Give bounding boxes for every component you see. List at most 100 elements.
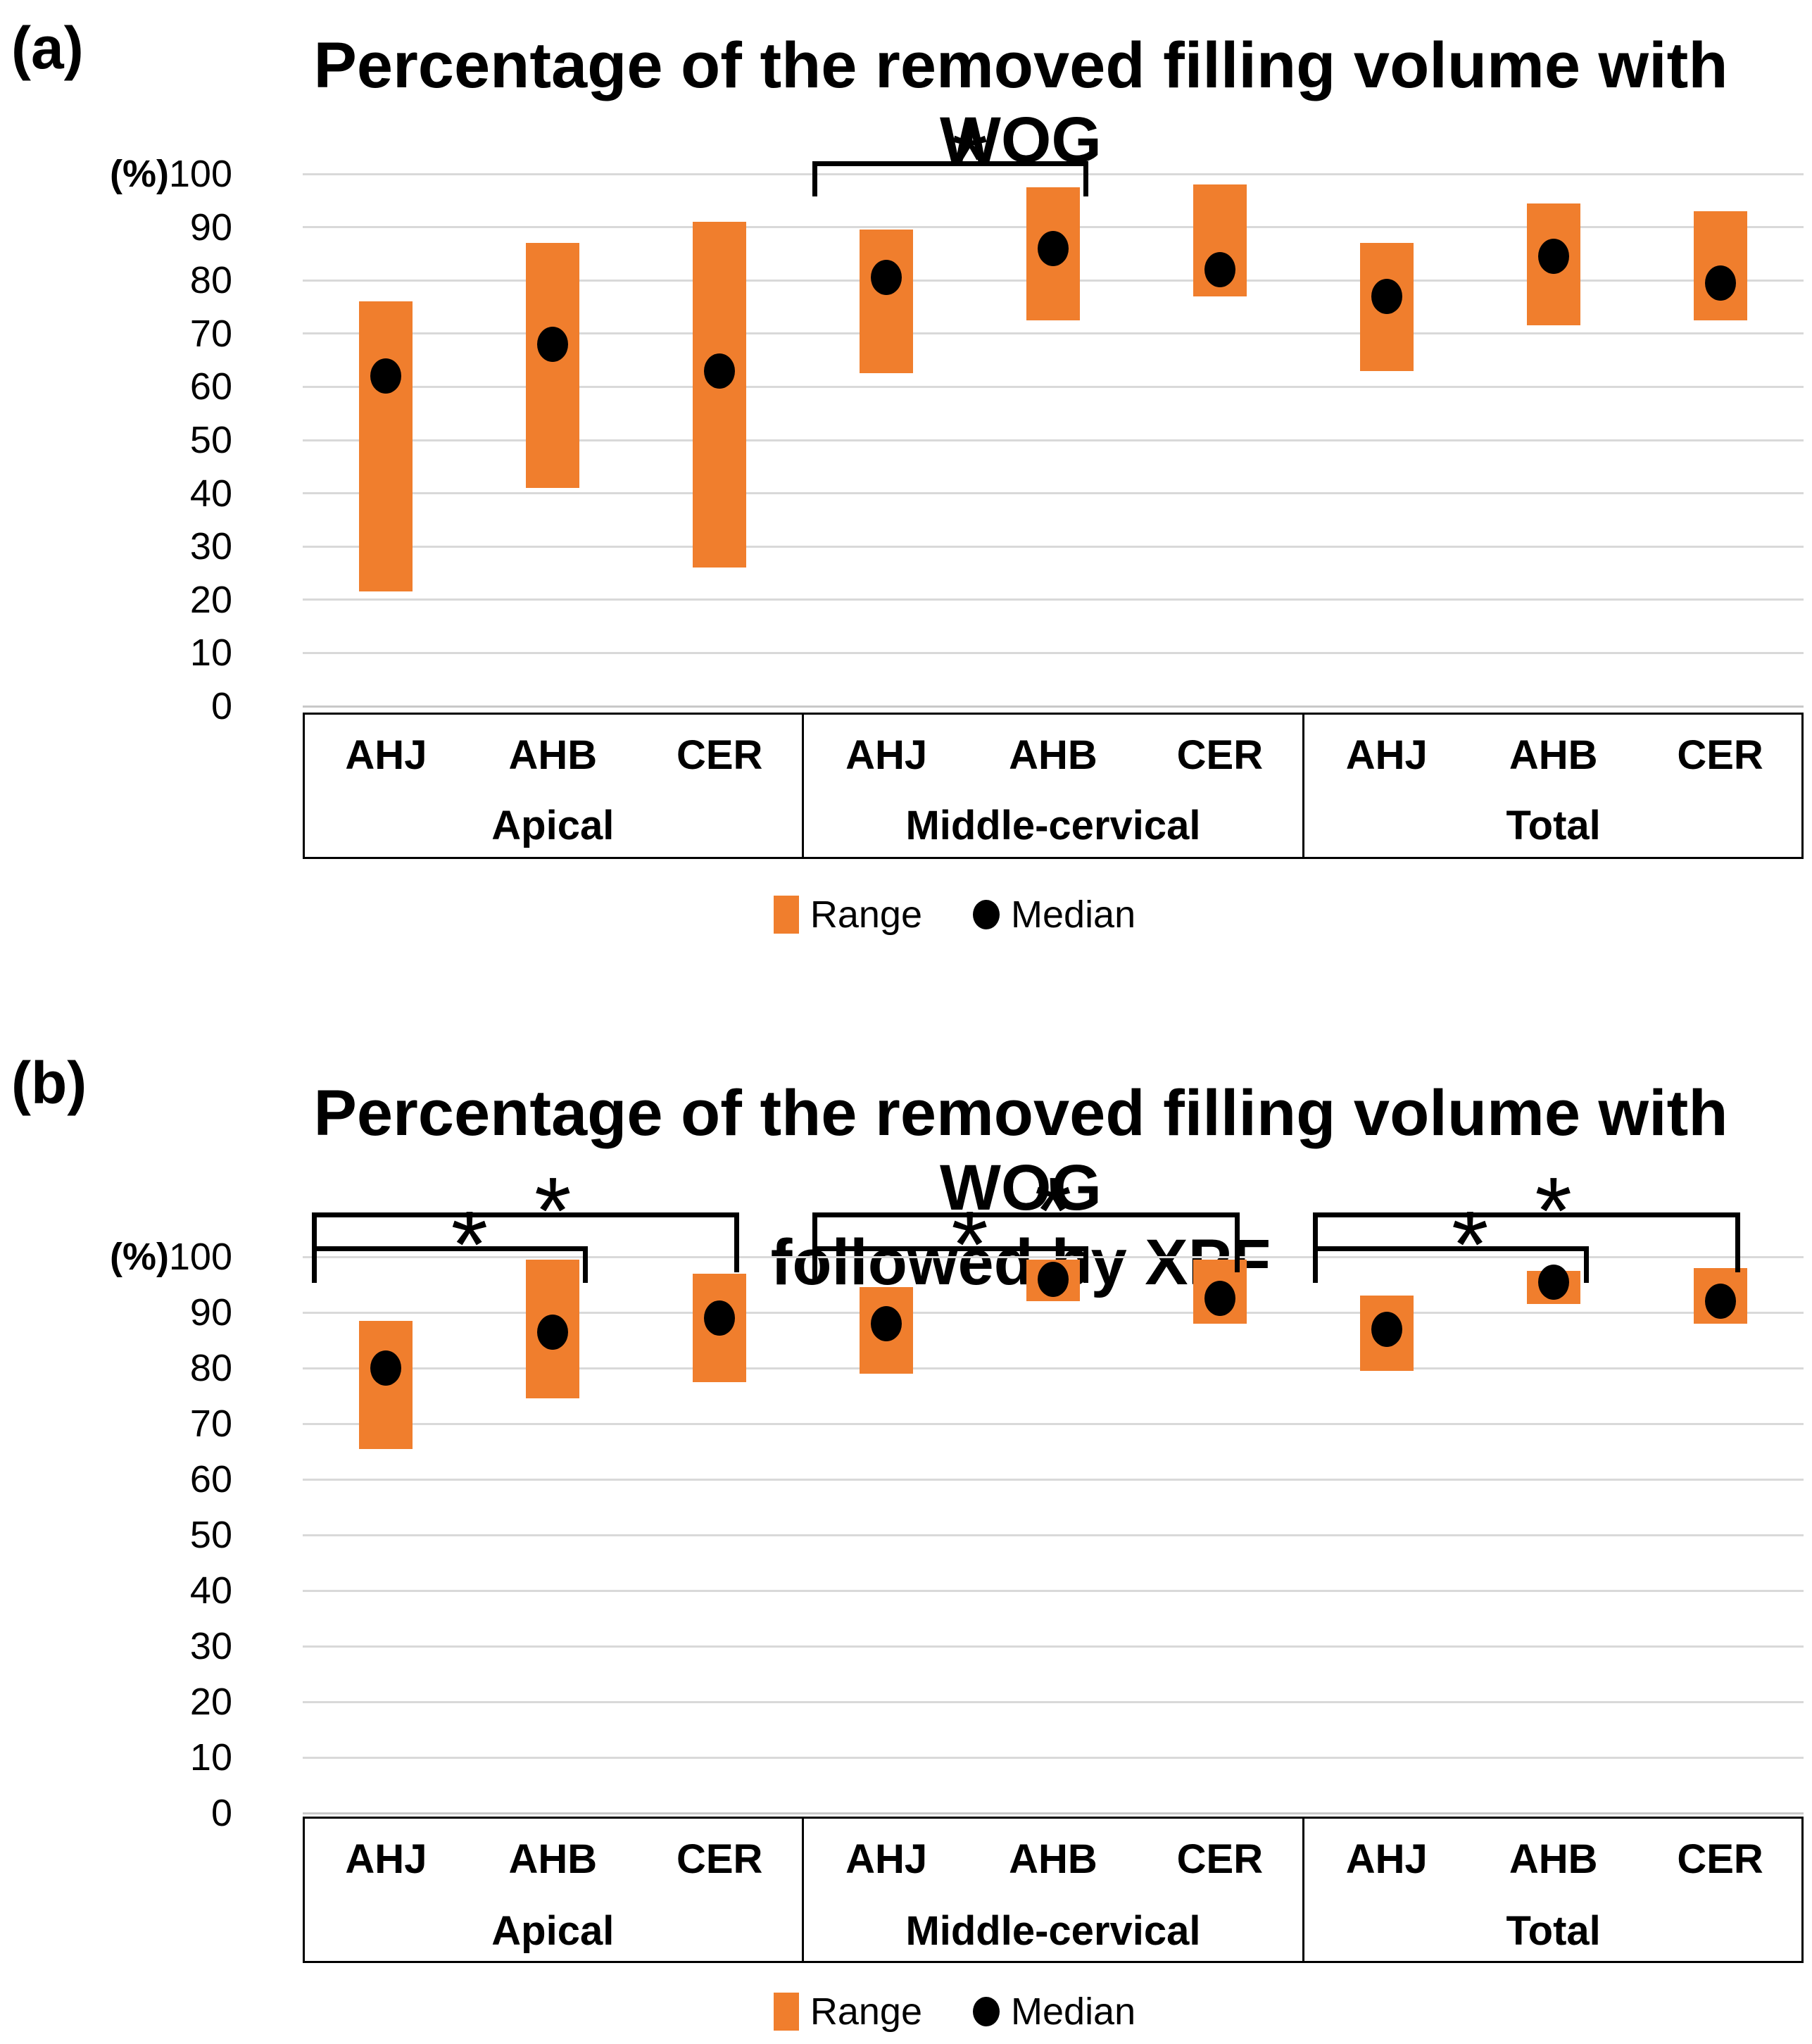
gridline xyxy=(303,1367,1804,1369)
panel-b-label: (b) xyxy=(11,1050,87,1116)
significance-bracket xyxy=(312,1246,589,1251)
median-dot-icon xyxy=(973,900,1000,929)
category-table-separator xyxy=(1302,1817,1304,1963)
gridline xyxy=(303,1422,1804,1425)
median-dot xyxy=(1038,230,1069,266)
significance-bracket-end xyxy=(583,1246,589,1283)
category-label: CER xyxy=(676,1836,763,1882)
significance-bracket-end xyxy=(312,1212,317,1272)
group-label: Total xyxy=(1506,803,1601,848)
significance-bracket xyxy=(1312,1246,1589,1251)
gridline xyxy=(303,651,1804,654)
significance-bracket-end xyxy=(1735,1212,1740,1272)
y-tick-label: 40 xyxy=(189,1569,232,1612)
category-label: AHB xyxy=(1509,1836,1598,1882)
legend-item-range: Range xyxy=(773,893,922,936)
gridline xyxy=(303,1534,1804,1536)
panel-b-y-axis-unit-label: (%) xyxy=(110,1236,169,1278)
group-label: Apical xyxy=(491,803,615,848)
panel-a-legend: Range Median xyxy=(106,893,1804,936)
category-label: AHJ xyxy=(1345,1836,1428,1882)
panel-b-title-line2: followed by XPF xyxy=(770,1227,1271,1298)
significance-asterisk: * xyxy=(1535,1158,1572,1264)
category-label: CER xyxy=(1677,1836,1763,1882)
panel-a-title-line1: Percentage of the removed filling volume… xyxy=(313,30,1728,176)
gridline xyxy=(303,1478,1804,1481)
category-label: AHJ xyxy=(845,1836,928,1882)
group-label: Apical xyxy=(491,1908,615,1954)
gridline xyxy=(303,1255,1804,1258)
range-bar xyxy=(526,243,580,489)
y-tick-label: 30 xyxy=(189,525,232,568)
category-label: CER xyxy=(1176,1836,1264,1882)
y-tick-label: 0 xyxy=(210,1792,232,1834)
significance-bracket-end xyxy=(1083,161,1088,196)
gridline xyxy=(303,705,1804,708)
median-dot xyxy=(1204,1281,1235,1317)
y-tick-label: 90 xyxy=(189,1291,232,1334)
range-swatch-icon xyxy=(773,1993,799,2031)
y-tick-label: 70 xyxy=(189,1403,232,1445)
median-dot xyxy=(871,1305,902,1341)
panel-a-y-axis-unit-label: (%) xyxy=(110,153,169,195)
panel-a-title: Percentage of the removed filling volume… xyxy=(239,28,1802,177)
category-label: CER xyxy=(676,732,763,778)
gridline xyxy=(303,1812,1804,1814)
significance-bracket-end xyxy=(1234,1212,1240,1272)
panel-a-label: (a) xyxy=(11,15,84,81)
median-dot xyxy=(1537,239,1569,275)
category-label: AHB xyxy=(1009,732,1097,778)
range-swatch-icon xyxy=(773,896,799,934)
significance-bracket xyxy=(812,161,1088,166)
median-dot xyxy=(704,1300,736,1336)
category-label: AHB xyxy=(1009,1836,1097,1882)
significance-bracket-end xyxy=(1083,1246,1088,1283)
y-tick-label: 20 xyxy=(189,578,232,621)
range-bar xyxy=(693,222,747,568)
y-tick-label: 50 xyxy=(189,1514,232,1556)
median-dot xyxy=(370,1350,402,1386)
gridline xyxy=(303,1700,1804,1703)
y-tick-label: 60 xyxy=(189,365,232,408)
significance-asterisk: * xyxy=(951,106,988,213)
gridline xyxy=(303,439,1804,441)
category-table-separator xyxy=(1302,713,1304,859)
median-dot xyxy=(1537,1264,1569,1300)
range-bar xyxy=(359,301,413,592)
legend-item-median: Median xyxy=(973,893,1135,936)
gridline xyxy=(303,332,1804,335)
y-tick-label: 30 xyxy=(189,1625,232,1667)
median-dot-icon xyxy=(973,1997,1000,2026)
legend-median-label: Median xyxy=(1011,894,1136,936)
significance-bracket-end xyxy=(1583,1246,1589,1283)
group-label: Middle-cervical xyxy=(905,1908,1201,1954)
category-label: AHJ xyxy=(1345,732,1428,778)
median-dot xyxy=(1704,1284,1736,1319)
category-table-border xyxy=(303,1817,1804,1963)
significance-asterisk: * xyxy=(1034,1158,1072,1264)
gridline xyxy=(303,1645,1804,1648)
median-dot xyxy=(1704,265,1736,301)
median-dot xyxy=(537,1314,569,1350)
median-dot xyxy=(1038,1261,1069,1297)
median-dot xyxy=(1204,252,1235,288)
category-table-border xyxy=(303,713,1804,859)
significance-bracket-end xyxy=(734,1212,740,1272)
panel-b-title: Percentage of the removed filling volume… xyxy=(239,1076,1802,1300)
significance-bracket xyxy=(312,1212,740,1217)
gridline xyxy=(303,1756,1804,1759)
panel-b-legend: Range Median xyxy=(106,1990,1804,2033)
category-label: CER xyxy=(1677,732,1763,778)
y-tick-label: 40 xyxy=(189,472,232,515)
y-tick-label: 80 xyxy=(189,259,232,302)
significance-asterisk: * xyxy=(534,1158,572,1264)
significance-bracket-end xyxy=(812,161,818,196)
y-tick-label: 100 xyxy=(168,153,232,195)
y-tick-label: 10 xyxy=(189,1736,232,1779)
significance-bracket xyxy=(812,1212,1240,1217)
y-tick-label: 100 xyxy=(168,1236,232,1278)
significance-bracket xyxy=(1312,1212,1740,1217)
y-tick-label: 70 xyxy=(189,312,232,355)
